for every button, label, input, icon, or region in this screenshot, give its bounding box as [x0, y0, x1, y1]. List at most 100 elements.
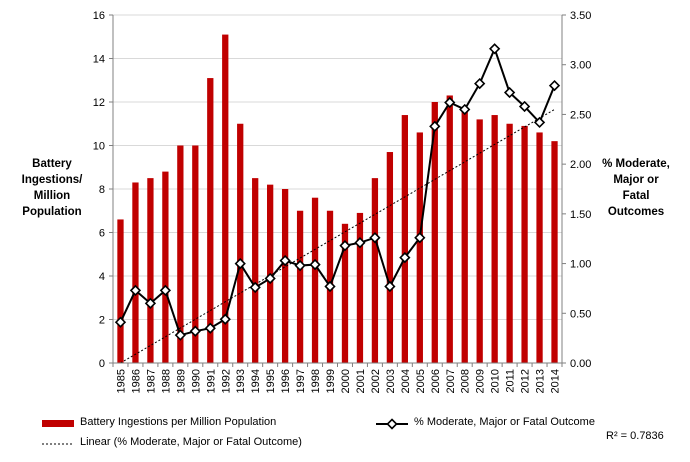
bar-2002	[371, 178, 379, 363]
line-point-2011	[503, 86, 516, 99]
line-point-2009	[474, 77, 486, 90]
legend-line-marker	[386, 418, 398, 430]
x-tick-label-1998: 1998	[310, 369, 322, 393]
bar-2003	[386, 152, 394, 363]
right-tick-label: 0.50	[570, 308, 591, 320]
x-tick-label-1991: 1991	[205, 369, 217, 393]
x-tick-label-1986: 1986	[130, 369, 142, 393]
line-point-1986	[129, 284, 142, 297]
left-tick-label: 4	[99, 271, 105, 283]
x-tick-label-2006: 2006	[430, 369, 442, 393]
legend-marks	[42, 418, 408, 445]
right-tick-label: 0.00	[570, 358, 591, 370]
line-point-1999	[324, 280, 336, 293]
gridlines	[113, 14, 562, 364]
line-point-1985	[114, 316, 127, 328]
bar-2007	[446, 95, 453, 363]
bar-1994	[252, 178, 259, 363]
bar-2005	[416, 132, 423, 363]
x-tick-label-1994: 1994	[250, 369, 262, 393]
right-tick-label: 1.00	[570, 259, 591, 271]
bar-series	[117, 34, 558, 364]
left-tick-label: 2	[99, 315, 105, 327]
line-point-2006	[429, 120, 441, 132]
x-tick-labels: 1985 1986 1987 1988 1989 1990 1991 1992 1993 1994…	[115, 369, 561, 393]
right-axis-title: % Moderate, Major or Fatal Outcomes	[602, 158, 670, 218]
left-axis-title: Battery Ingestions/ Million Population	[21, 158, 83, 218]
x-tick-label-1985: 1985	[115, 369, 127, 393]
left-tick-label: 12	[93, 97, 105, 109]
legend-trend-label: Linear (% Moderate, Major or Fatal Outco…	[80, 436, 302, 448]
axes	[109, 14, 566, 367]
line-point-2014	[548, 79, 561, 92]
x-tick-label-2004: 2004	[400, 369, 412, 393]
left-tick-label: 16	[93, 10, 105, 22]
bar-2000	[341, 223, 349, 363]
x-tick-label-2008: 2008	[460, 369, 472, 393]
line-point-1988	[159, 284, 172, 297]
bar-2014	[551, 141, 558, 363]
x-tick-label-1997: 1997	[295, 369, 307, 393]
line-point-2010	[489, 43, 501, 55]
line-point-1995	[264, 272, 276, 285]
line-point-2008	[459, 103, 471, 116]
bar-1986	[132, 182, 139, 363]
line-point-1998	[309, 258, 321, 271]
x-tick-label-2009: 2009	[475, 369, 487, 393]
line-point-2013	[533, 116, 546, 129]
line-point-1994	[249, 281, 261, 294]
right-tick-label: 2.50	[570, 109, 591, 121]
x-tick-label-1992: 1992	[220, 369, 232, 393]
bar-1996	[281, 189, 289, 363]
legend-bar-label: Battery Ingestions per Million Populatio…	[80, 416, 277, 428]
x-tick-label-2001: 2001	[355, 369, 367, 393]
x-tick-label-1996: 1996	[280, 369, 292, 393]
line-point-2001	[354, 237, 366, 249]
trendline-series	[120, 109, 555, 364]
line-point-2007	[444, 96, 456, 109]
line-series	[114, 43, 561, 341]
left-tick-label: 6	[99, 228, 105, 240]
x-tick-label-1999: 1999	[325, 369, 337, 393]
line-point-1991	[204, 322, 216, 334]
left-tick-label: 8	[99, 184, 105, 196]
x-tick-label-2007: 2007	[445, 369, 457, 393]
line-point-2002	[369, 232, 381, 244]
legend-bar-entry: Battery Ingestions per Million Populatio…	[42, 416, 276, 428]
right-tick-label: 3.50	[570, 10, 591, 22]
line-point-1989	[174, 329, 186, 341]
right-tick-label: 2.00	[570, 159, 591, 171]
bar-2001	[356, 212, 364, 363]
left-tick-label: 14	[93, 54, 105, 66]
x-tick-label-2000: 2000	[340, 369, 352, 393]
bar-1990	[192, 145, 199, 363]
line-point-1996	[279, 254, 291, 267]
x-tick-label-1987: 1987	[145, 369, 157, 393]
line-point-2000	[339, 240, 351, 252]
line-point-2005	[414, 232, 426, 244]
bar-2012	[521, 125, 528, 363]
legend-bar-swatch	[42, 420, 74, 427]
line-point-1987	[144, 297, 157, 309]
bar-1989	[177, 145, 184, 363]
x-tick-label-2013: 2013	[535, 369, 547, 393]
bar-1998	[311, 197, 319, 363]
x-tick-label-2014: 2014	[550, 369, 562, 393]
line-point-2003	[384, 280, 396, 293]
left-tick-labels: 0 2 4 6 8 10 12 14 16	[93, 10, 105, 370]
line-path	[119, 46, 556, 337]
x-tick-label-2010: 2010	[490, 369, 502, 393]
x-tick-label-1990: 1990	[190, 369, 202, 393]
legend-line-entry: % Moderate, Major or Fatal Outcome	[376, 416, 595, 428]
x-tick-label-1988: 1988	[160, 369, 172, 393]
bar-1985	[117, 219, 124, 363]
line-point-2012	[518, 100, 531, 113]
x-tick-label-2011: 2011	[505, 369, 517, 393]
bar-2013	[536, 132, 543, 363]
bar-1997	[296, 210, 304, 363]
x-tick-label-2012: 2012	[520, 369, 532, 393]
x-tick-label-2002: 2002	[370, 369, 382, 393]
right-tick-label: 1.50	[570, 209, 591, 221]
bar-1988	[162, 171, 169, 363]
right-tick-label: 3.00	[570, 60, 591, 72]
